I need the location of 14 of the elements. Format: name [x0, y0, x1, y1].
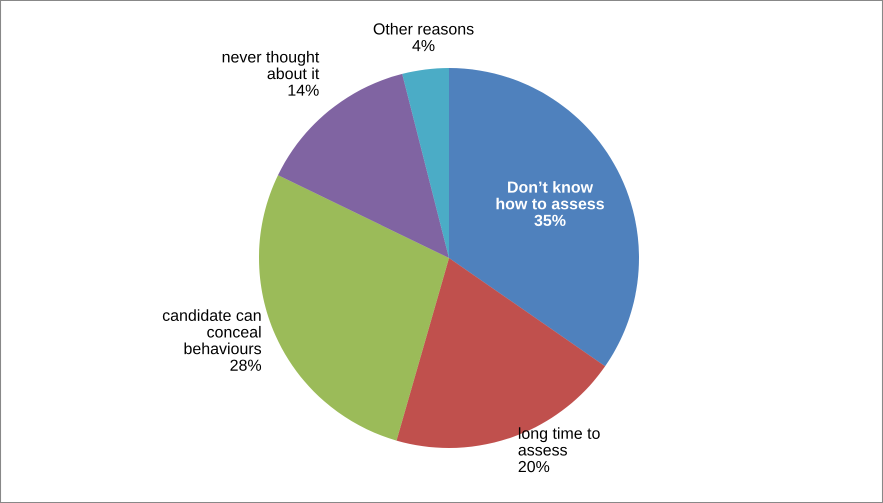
pie-slice — [449, 68, 639, 366]
pie-slice — [402, 68, 449, 258]
data-label: 14% — [288, 84, 319, 96]
data-label: 4% — [412, 40, 435, 52]
pie-slice — [396, 258, 606, 448]
slice-label: long time to assess — [518, 427, 600, 456]
slice-label: Other reasons — [374, 22, 474, 35]
slice-label: candidate can conceal behaviours — [162, 309, 262, 354]
pie-slice — [259, 175, 449, 441]
slice-label: Don’t know how to assess — [496, 181, 604, 210]
data-label: 35% — [534, 214, 566, 226]
data-label: 28% — [230, 360, 262, 371]
data-label: 20% — [518, 460, 550, 472]
slice-label: never thought about it — [222, 50, 320, 80]
